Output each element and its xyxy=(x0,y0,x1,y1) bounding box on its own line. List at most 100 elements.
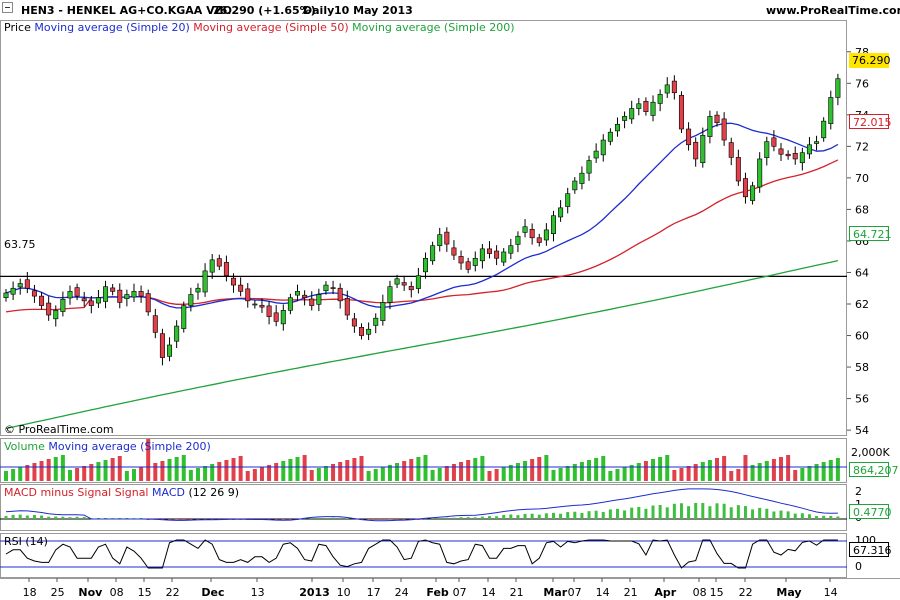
candle-body xyxy=(650,101,656,116)
volume-bar xyxy=(523,461,528,481)
x-tick-label: Nov xyxy=(78,586,103,599)
macd-bar xyxy=(445,517,449,519)
macd-bar xyxy=(687,506,691,519)
candle-body xyxy=(195,287,201,293)
volume-bar xyxy=(430,470,435,481)
macd-bar xyxy=(722,503,726,519)
collapse-icon[interactable] xyxy=(2,2,16,16)
candle xyxy=(465,257,471,274)
rsi-panel-frame xyxy=(0,533,847,578)
x-tick-label: Mar xyxy=(543,586,567,599)
volume-bar xyxy=(679,468,684,481)
candle xyxy=(565,187,571,214)
x-tick-label: 21 xyxy=(510,586,524,599)
macd-bar xyxy=(473,517,477,519)
candle xyxy=(103,280,109,309)
y-tick-label: 56 xyxy=(855,393,869,406)
volume-bar xyxy=(594,458,599,481)
rsi-label: RSI (14) xyxy=(4,535,48,548)
volume-bar xyxy=(295,457,300,481)
candle xyxy=(671,75,677,100)
candle-body xyxy=(508,245,514,254)
candle xyxy=(394,274,400,289)
candle-body xyxy=(614,123,620,132)
volume-bar xyxy=(565,466,570,481)
macd-bar xyxy=(452,517,456,519)
candle xyxy=(330,280,336,295)
x-tick-label: 24 xyxy=(395,586,409,599)
x-tick-label: 08 xyxy=(110,586,124,599)
candle-body xyxy=(67,291,73,299)
volume-bar xyxy=(665,455,670,481)
candle-body xyxy=(330,287,336,289)
candle xyxy=(252,300,258,309)
candle-body xyxy=(607,131,613,142)
volume-bar xyxy=(117,456,122,481)
candle-body xyxy=(24,279,30,289)
macd-bar xyxy=(182,519,186,520)
candle-body xyxy=(593,150,599,159)
macd-bar xyxy=(658,504,662,519)
volume-bar xyxy=(281,461,286,481)
candle-body xyxy=(742,178,748,198)
site-link[interactable]: www.ProRealTime.com xyxy=(766,4,900,17)
ma50-line xyxy=(5,159,839,313)
volume-bar xyxy=(188,470,193,481)
candle xyxy=(152,308,158,339)
candle xyxy=(437,227,443,252)
candle xyxy=(586,155,592,181)
macd-bar xyxy=(829,515,833,519)
volume-bar xyxy=(729,471,734,481)
candle xyxy=(614,117,620,137)
volume-bar xyxy=(259,467,264,481)
candle-body xyxy=(216,258,222,267)
candle-body xyxy=(302,294,308,298)
macd-bar xyxy=(758,507,762,519)
macd-bar xyxy=(288,519,292,520)
candle-body xyxy=(494,250,500,259)
candle-body xyxy=(579,172,585,184)
macd-bar xyxy=(701,502,705,519)
candle-body xyxy=(565,193,571,207)
x-tick-label: Dec xyxy=(201,586,224,599)
macd-bar xyxy=(743,506,747,519)
candle xyxy=(622,111,628,129)
macd-bar xyxy=(637,506,641,519)
x-tick-label: 08 xyxy=(693,586,707,599)
candle xyxy=(231,273,237,293)
candle xyxy=(124,289,130,307)
x-tick-label: 07 xyxy=(568,586,582,599)
macd-bar xyxy=(480,516,484,519)
candle-body xyxy=(110,287,116,292)
volume-bar xyxy=(380,467,385,481)
volume-bar xyxy=(722,456,727,481)
candle xyxy=(373,313,379,334)
candle-body xyxy=(465,261,471,270)
volume-bar xyxy=(643,461,648,481)
candle-body xyxy=(10,287,16,295)
candle-body xyxy=(479,248,485,262)
macd-bar xyxy=(729,507,733,519)
candle-body xyxy=(394,278,400,285)
candle xyxy=(579,166,585,190)
candle xyxy=(60,291,66,317)
last-price-badge: 76.290 xyxy=(849,53,891,68)
x-tick-label: 15 xyxy=(710,586,724,599)
candle-body xyxy=(458,256,464,264)
x-tick-label: 10 xyxy=(337,586,351,599)
candle xyxy=(508,238,514,260)
volume-bar xyxy=(309,470,314,481)
copyright: © ProRealTime.com xyxy=(4,423,114,436)
candle xyxy=(67,285,73,305)
candle xyxy=(259,298,265,313)
candle-body xyxy=(422,257,428,273)
volume-bar xyxy=(245,471,250,481)
ma50-badge: 72.015 xyxy=(849,114,892,129)
volume-bar xyxy=(437,468,442,481)
macd-bar xyxy=(495,516,499,519)
volume-bar xyxy=(835,458,840,481)
candle-body xyxy=(792,152,798,160)
candle-body xyxy=(152,315,158,333)
macd-bar xyxy=(324,517,328,519)
candle xyxy=(486,241,492,259)
